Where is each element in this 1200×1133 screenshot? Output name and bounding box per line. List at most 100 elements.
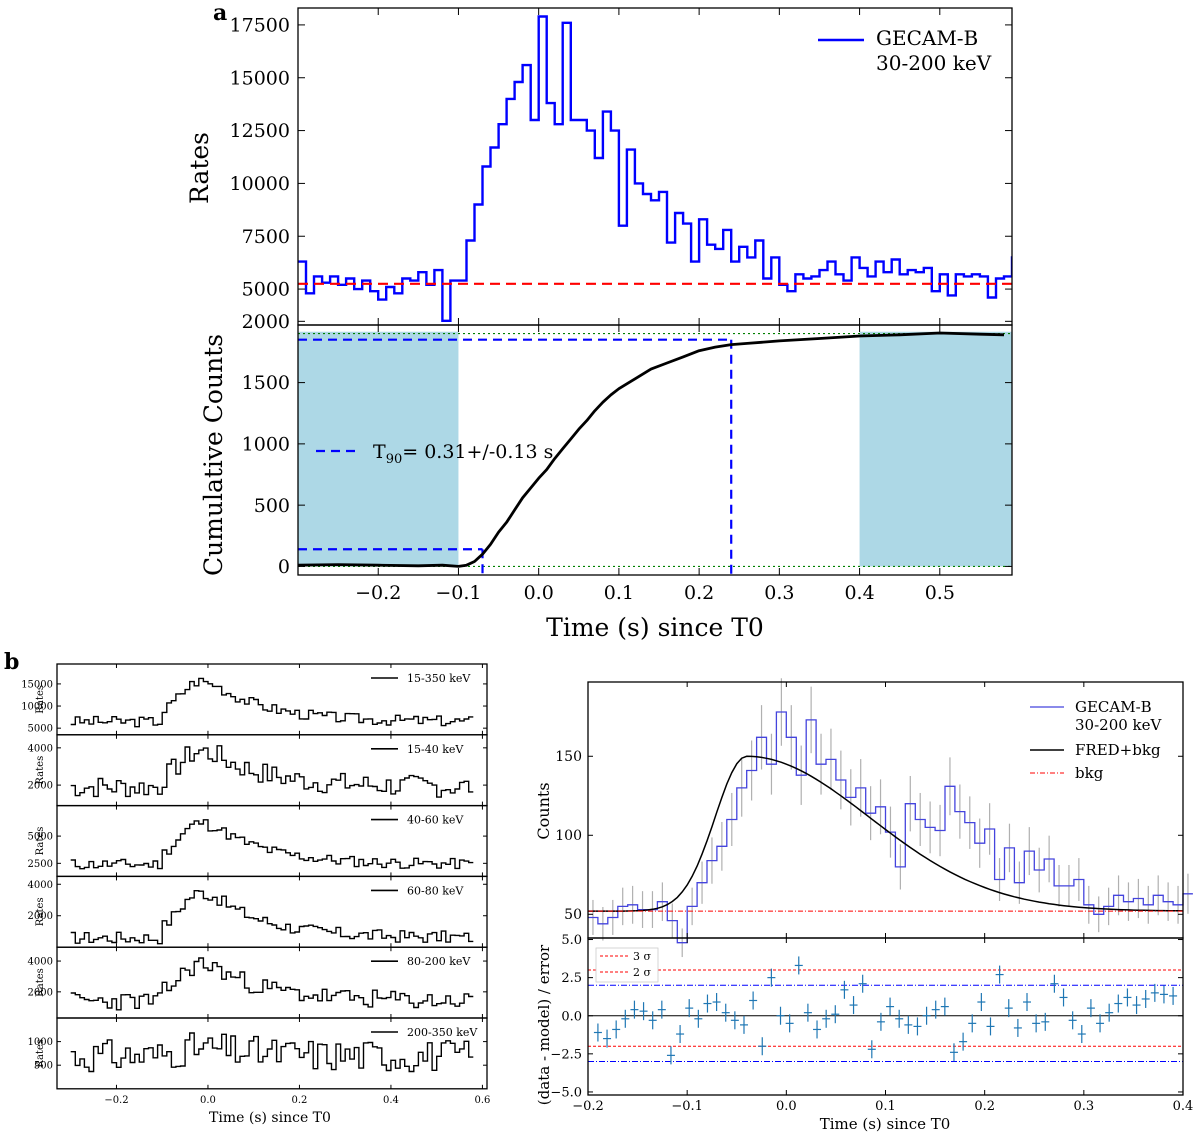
a-legend-line2: 30-200 keV bbox=[876, 51, 992, 75]
b-lightcurve-200-350 keV bbox=[70, 1032, 474, 1073]
a-bottom-ytick-label: 500 bbox=[254, 495, 290, 517]
b-lightcurve-40-60 keV bbox=[70, 819, 474, 870]
c-bottom-xtick-label: 0.1 bbox=[875, 1099, 896, 1114]
b-lightcurve-15-40 keV bbox=[70, 745, 474, 798]
b-subplot-ylabel: Rates bbox=[35, 1039, 46, 1068]
b-xlabel: Time (s) since T0 bbox=[209, 1110, 331, 1126]
b-subplot-frame bbox=[56, 1017, 488, 1090]
b-subplot-ytick-label: 500 bbox=[34, 1061, 53, 1072]
b-subplot-ylabel: Rates bbox=[35, 827, 46, 856]
b-subplot-ytick-label: 2000 bbox=[28, 781, 53, 792]
c-sigma-legend-3: 3 σ bbox=[633, 950, 651, 963]
b-xtick-label: 0.0 bbox=[200, 1095, 216, 1106]
a-top-ytick-label: 10000 bbox=[230, 173, 290, 195]
c-bottom-ytick-label: 0.0 bbox=[561, 1009, 582, 1024]
t90-annotation-sub: 90 bbox=[386, 452, 403, 467]
b-xtick-label: 0.6 bbox=[474, 1095, 490, 1106]
a-top-ytick-label: 15000 bbox=[230, 67, 290, 89]
a-bottom-ytick-label: 1500 bbox=[242, 372, 290, 394]
c-legend-line1: GECAM-B bbox=[1075, 698, 1152, 716]
b-legend-label: 40-60 keV bbox=[407, 814, 464, 827]
c-xlabel: Time (s) since T0 bbox=[820, 1115, 951, 1133]
b-subplot-ytick-label: 4000 bbox=[28, 743, 53, 754]
a-bottom-xtick-label: 0.0 bbox=[524, 582, 554, 604]
a-bottom-xtick-label: 0.3 bbox=[764, 582, 794, 604]
c-bottom-frame bbox=[587, 937, 1184, 1096]
a-bottom-frame bbox=[297, 324, 1013, 576]
c-top-data-series bbox=[588, 711, 1193, 944]
b-subplot-ytick-label: 2000 bbox=[28, 911, 53, 922]
b-xtick-label: 0.4 bbox=[383, 1095, 399, 1106]
c-bottom-ytick-label: 2.5 bbox=[561, 971, 582, 986]
b-legend-label: 15-40 keV bbox=[407, 743, 464, 756]
panel-a-bottom: 0 500 1000 1500 2000 −0.2 −0.1 0.0 0.1 0.2 0.3 0.4 0… bbox=[242, 311, 1013, 604]
c-top-ytick-label: 50 bbox=[564, 907, 582, 923]
a-bottom-xtick-label: 0.5 bbox=[925, 582, 955, 604]
c-bottom-xtick-label: 0.3 bbox=[1073, 1099, 1094, 1114]
b-legend-label: 15-350 keV bbox=[407, 672, 471, 685]
a-bottom-ytick-label: 2000 bbox=[242, 311, 290, 333]
c-legend-line3: FRED+bkg bbox=[1075, 741, 1161, 759]
a-bottom-bkg-interval bbox=[298, 331, 459, 567]
b-subplot-ylabel: Rates bbox=[35, 897, 46, 926]
panel-c-bottom: −5.0 −2.5 0.0 2.5 5.0 −0.2 −0.1 0.0 0.1 0.2 0.3 0.4 bbox=[550, 933, 1193, 1114]
b-subplot-ylabel: Rates bbox=[35, 968, 46, 997]
a-top-ytick-label: 12500 bbox=[230, 120, 290, 142]
b-xtick-label: −0.2 bbox=[104, 1095, 128, 1106]
c-bottom-xtick-label: −0.2 bbox=[572, 1099, 604, 1114]
c-legend-line2: 30-200 keV bbox=[1075, 716, 1163, 734]
a-bottom-xtick-label: 0.1 bbox=[604, 582, 634, 604]
a-top-ytick-label: 7500 bbox=[242, 226, 290, 248]
c-bottom-ytick-label: −2.5 bbox=[550, 1047, 582, 1062]
a-xlabel: Time (s) since T0 bbox=[546, 613, 764, 642]
a-bottom-xtick-label: −0.1 bbox=[435, 582, 481, 604]
a-bottom-ytick-label: 0 bbox=[278, 556, 290, 578]
b-lightcurve-15-350 keV bbox=[70, 677, 474, 728]
a-bottom-ylabel: Cumulative Counts bbox=[199, 334, 228, 576]
a-bottom-xtick-label: −0.2 bbox=[355, 582, 401, 604]
a-bottom-xtick-label: 0.4 bbox=[844, 582, 874, 604]
a-bottom-bkg-interval bbox=[859, 331, 1012, 567]
c-bottom-ytick-label: 5.0 bbox=[561, 933, 582, 948]
b-subplot-ytick-label: 5000 bbox=[28, 724, 53, 735]
c-bottom-ylabel: (data - model) / error bbox=[535, 944, 553, 1105]
b-subplot-ytick-label: 15000 bbox=[21, 679, 53, 690]
c-bottom-xtick-label: 0.4 bbox=[1173, 1099, 1194, 1114]
c-sigma-legend-2: 2 σ bbox=[633, 966, 651, 979]
c-bottom-xtick-label: 0.2 bbox=[974, 1099, 995, 1114]
b-xtick-label: 0.2 bbox=[291, 1095, 307, 1106]
b-legend-label: 200-350 keV bbox=[407, 1026, 478, 1039]
c-top-ytick-label: 150 bbox=[555, 749, 582, 765]
c-top-fred-model bbox=[588, 755, 1184, 912]
panel-label-b: b bbox=[4, 649, 19, 675]
a-top-ytick-label: 17500 bbox=[230, 15, 290, 37]
a-top-lightcurve-series bbox=[298, 15, 1012, 322]
b-subplot-ytick-label: 4000 bbox=[28, 957, 53, 968]
b-lightcurve-60-80 keV bbox=[70, 890, 474, 945]
t90-annotation-suffix: = 0.31+/-0.13 s bbox=[402, 441, 553, 463]
a-top-ytick-label: 5000 bbox=[242, 279, 290, 301]
b-lightcurve-80-200 keV bbox=[70, 957, 474, 1011]
t90-annotation: T90= 0.31+/-0.13 s bbox=[373, 441, 553, 467]
b-subplot-ytick-label: 2500 bbox=[28, 859, 53, 870]
b-subplot-ylabel: Rates bbox=[35, 685, 46, 714]
b-subplot-ytick-label: 10000 bbox=[21, 702, 53, 713]
panel-a-top: 5000 7500 10000 12500 15000 17500 bbox=[230, 7, 1013, 326]
a-top-ylabel: Rates bbox=[185, 132, 214, 204]
a-bottom-ytick-label: 1000 bbox=[242, 434, 290, 456]
panel-label-a: a bbox=[213, 0, 227, 26]
a-bottom-xtick-label: 0.2 bbox=[684, 582, 714, 604]
b-subplot-ytick-label: 4000 bbox=[28, 880, 53, 891]
b-legend-label: 80-200 keV bbox=[407, 955, 471, 968]
c-bottom-ytick-label: −5.0 bbox=[550, 1086, 582, 1101]
a-bottom-cumulative-series bbox=[297, 331, 1005, 568]
c-bottom-xtick-label: −0.1 bbox=[671, 1099, 703, 1114]
b-subplot-ytick-label: 2000 bbox=[28, 987, 53, 998]
a-legend-line1: GECAM-B bbox=[876, 26, 978, 50]
b-subplot-ytick-label: 1000 bbox=[28, 1037, 53, 1048]
c-top-ytick-label: 100 bbox=[555, 828, 582, 844]
c-legend-line4: bkg bbox=[1075, 764, 1104, 782]
b-legend-label: 60-80 keV bbox=[407, 884, 464, 897]
